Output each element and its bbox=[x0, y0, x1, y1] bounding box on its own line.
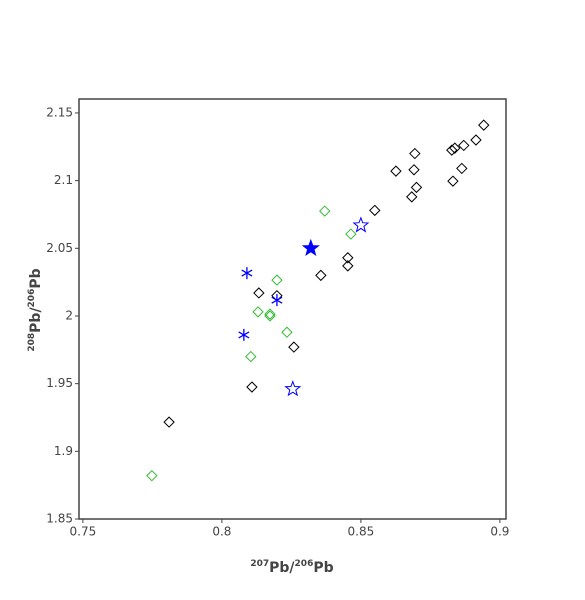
y-axis-title: 208Pb/206Pb bbox=[27, 268, 45, 351]
y-tick-label: 1.95 bbox=[46, 376, 73, 390]
point bbox=[369, 204, 381, 217]
y-tick-label: 1.9 bbox=[54, 444, 73, 458]
point bbox=[342, 252, 354, 264]
point bbox=[345, 228, 357, 240]
y-tick-label: 2.1 bbox=[54, 173, 73, 187]
x-tick-label: 0.85 bbox=[348, 525, 375, 539]
x-tick-label: 0.75 bbox=[70, 525, 97, 539]
y-title-part: Pb/ bbox=[28, 307, 44, 333]
x-title-part: Pb/ bbox=[269, 560, 295, 576]
y-tick-label: 2.05 bbox=[46, 241, 73, 255]
point bbox=[410, 181, 423, 194]
point bbox=[271, 274, 283, 286]
x-tick-label: 0.8 bbox=[212, 525, 231, 539]
x-title-part: 207 bbox=[250, 559, 269, 569]
point bbox=[252, 306, 264, 318]
point bbox=[446, 144, 458, 156]
point bbox=[241, 267, 253, 280]
point bbox=[271, 294, 283, 307]
point bbox=[253, 287, 265, 299]
point bbox=[284, 380, 302, 397]
point bbox=[390, 165, 402, 177]
point bbox=[288, 341, 300, 353]
y-tick-label: 2.15 bbox=[46, 105, 73, 119]
point bbox=[246, 381, 258, 393]
point bbox=[245, 350, 257, 363]
y-tick-label: 2 bbox=[65, 308, 73, 322]
point bbox=[408, 164, 420, 176]
point bbox=[342, 260, 354, 272]
point bbox=[238, 328, 250, 341]
point bbox=[456, 162, 468, 175]
x-axis-title: 207Pb/206Pb bbox=[250, 559, 333, 577]
point bbox=[163, 416, 175, 428]
point bbox=[301, 238, 320, 256]
point bbox=[352, 216, 370, 233]
point bbox=[315, 269, 327, 282]
point bbox=[470, 134, 482, 146]
point bbox=[264, 308, 276, 320]
point bbox=[264, 310, 276, 322]
point bbox=[447, 175, 459, 187]
x-title-part: 206 bbox=[295, 559, 314, 569]
point bbox=[146, 469, 158, 482]
point bbox=[409, 147, 421, 160]
x-tick-label: 0.9 bbox=[490, 525, 509, 539]
point bbox=[319, 205, 331, 217]
point bbox=[458, 139, 470, 152]
y-title-part: 206 bbox=[27, 289, 37, 308]
point bbox=[281, 326, 293, 338]
y-title-part: 208 bbox=[27, 333, 37, 352]
point bbox=[478, 119, 490, 131]
plot-frame bbox=[78, 98, 507, 520]
y-tick-label: 1.85 bbox=[46, 512, 73, 526]
point bbox=[406, 191, 418, 203]
point bbox=[449, 142, 461, 154]
y-title-part: Pb bbox=[28, 268, 44, 288]
x-title-part: Pb bbox=[313, 560, 333, 576]
